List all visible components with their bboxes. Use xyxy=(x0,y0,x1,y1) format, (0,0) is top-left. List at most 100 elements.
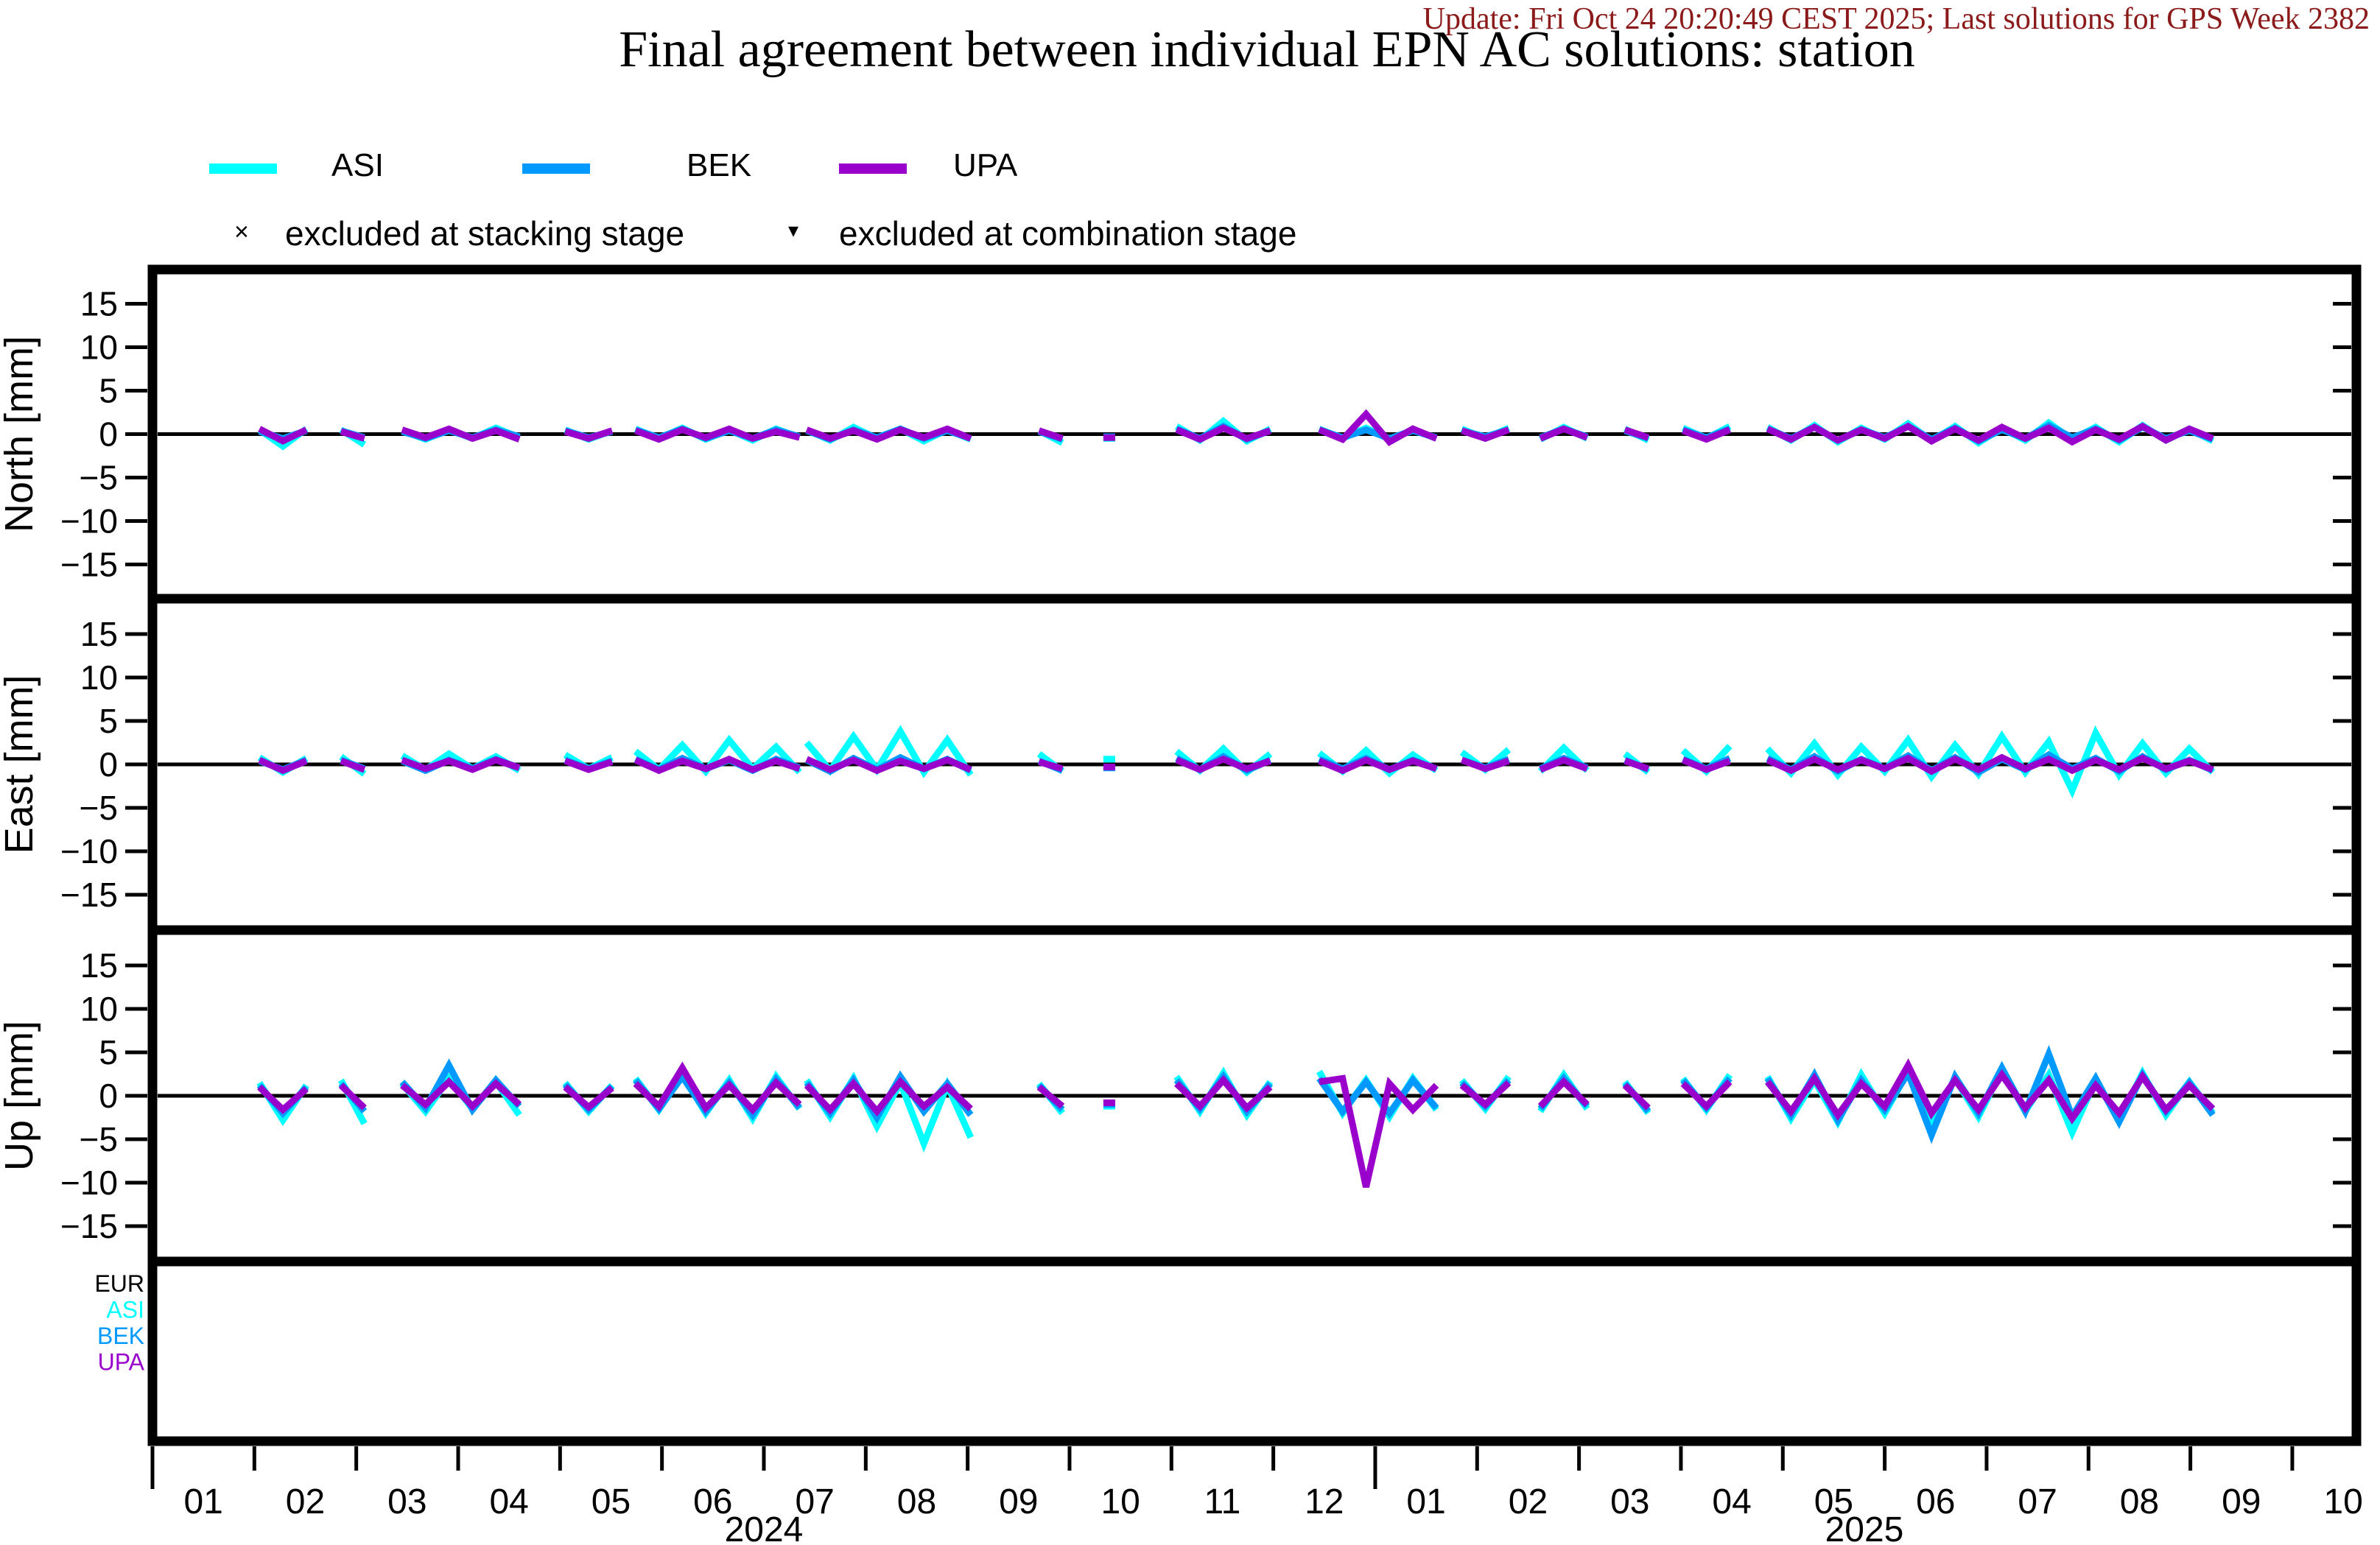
legend-label-upa: UPA xyxy=(953,147,1018,183)
legend-swatch-asi xyxy=(209,163,277,174)
month-label: 10 xyxy=(1101,1482,1140,1521)
month-label: 06 xyxy=(1916,1482,1955,1521)
page-title: Final agreement between individual EPN A… xyxy=(619,21,1915,78)
series-line-upa xyxy=(1766,422,2214,446)
cross-marker-icon: × xyxy=(234,218,249,246)
series-line-upa xyxy=(1318,409,1438,446)
series-line-upa xyxy=(1038,427,1064,442)
month-label: 02 xyxy=(1509,1482,1548,1521)
month-label: 09 xyxy=(999,1482,1038,1521)
legend-label-asi: ASI xyxy=(331,147,384,183)
series-line-upa xyxy=(1539,425,1589,442)
month-label: 08 xyxy=(897,1482,936,1521)
ac-label-bek: BEK xyxy=(97,1323,144,1349)
y-tick-label: −5 xyxy=(80,1120,118,1158)
month-label: 11 xyxy=(1204,1482,1241,1521)
y-tick-label: −15 xyxy=(60,876,118,914)
month-label: 07 xyxy=(795,1482,834,1521)
series-line-upa xyxy=(805,425,972,443)
y-axis-title-up: Up [mm] xyxy=(0,1021,41,1171)
y-tick-label: −10 xyxy=(60,502,118,541)
series-line-upa xyxy=(564,427,614,443)
y-tick-label: −5 xyxy=(80,789,118,827)
series-line-upa xyxy=(1318,756,1438,775)
month-label: 05 xyxy=(592,1482,631,1521)
series-line-upa xyxy=(1537,1077,1590,1109)
y-tick-label: −15 xyxy=(60,1207,118,1245)
series-line-upa xyxy=(401,425,521,443)
y-tick-label: −10 xyxy=(60,832,118,870)
series-line-upa xyxy=(400,1077,522,1111)
series-line-bek xyxy=(1316,1074,1439,1119)
y-tick-label: 15 xyxy=(80,946,118,985)
series-line-upa xyxy=(1319,1074,1439,1188)
series-line-upa xyxy=(1460,756,1510,772)
y-axis-title-north: North [mm] xyxy=(0,336,41,532)
series-line-upa xyxy=(1622,1083,1651,1111)
series-line-upa xyxy=(1623,758,1650,772)
series-line-upa xyxy=(258,426,308,445)
ac-label-asi: ASI xyxy=(106,1297,144,1323)
series-line-upa xyxy=(563,1084,614,1112)
series-line-upa xyxy=(401,756,521,773)
month-label: 02 xyxy=(286,1482,325,1521)
series-line-upa xyxy=(633,1061,802,1115)
month-label: 04 xyxy=(489,1482,528,1521)
y-tick-label: −10 xyxy=(60,1164,118,1202)
month-label: 10 xyxy=(2323,1482,2362,1521)
series-line-upa xyxy=(1766,753,2214,775)
y-tick-label: 15 xyxy=(80,615,118,653)
series-line-upa xyxy=(1680,1079,1733,1111)
year-label: 2024 xyxy=(725,1510,804,1545)
triangle-marker-icon: ▾ xyxy=(788,219,799,242)
year-label: 2025 xyxy=(1825,1510,1904,1545)
y-tick-label: 5 xyxy=(99,702,118,740)
y-tick-label: 10 xyxy=(80,658,118,697)
series-line-upa xyxy=(1174,1074,1273,1113)
series-line-upa xyxy=(1461,426,1510,443)
series-line-upa xyxy=(1623,426,1650,441)
month-label: 03 xyxy=(387,1482,426,1521)
series-line-upa xyxy=(1764,1058,2216,1125)
series-line-upa xyxy=(634,425,801,443)
ac-label-eur: EUR xyxy=(94,1270,144,1297)
series-line-upa xyxy=(1038,759,1064,772)
series-line-upa xyxy=(633,756,801,775)
month-label: 09 xyxy=(2222,1482,2261,1521)
y-tick-label: 0 xyxy=(99,745,118,784)
excluded-stacking-label: excluded at stacking stage xyxy=(285,214,685,253)
legend-swatch-bek xyxy=(522,163,590,174)
month-label: 06 xyxy=(693,1482,732,1521)
series-line-upa xyxy=(564,758,614,773)
series-line-upa xyxy=(1539,756,1589,773)
month-label: 08 xyxy=(2120,1482,2159,1521)
update-note: Update: Fri Oct 24 20:20:49 CEST 2025; L… xyxy=(1422,2,2370,36)
series-line-upa xyxy=(1459,1080,1512,1109)
month-label: 03 xyxy=(1610,1482,1649,1521)
y-tick-label: 10 xyxy=(80,990,118,1028)
series-line-upa xyxy=(1175,424,1271,443)
y-tick-label: −5 xyxy=(80,459,118,497)
series-line-upa xyxy=(258,756,308,775)
y-tick-label: 5 xyxy=(99,372,118,410)
series-line-upa xyxy=(805,756,972,775)
series-line-upa xyxy=(1682,426,1732,443)
panel-frame-ac xyxy=(147,1256,2362,1446)
y-tick-label: 15 xyxy=(80,285,118,323)
month-label: 12 xyxy=(1305,1482,1344,1521)
legend-label-bek: BEK xyxy=(687,147,752,183)
month-label: 07 xyxy=(2018,1482,2057,1521)
y-tick-label: 0 xyxy=(99,415,118,454)
y-axis-title-east: East [mm] xyxy=(0,675,41,854)
series-line-upa xyxy=(340,758,366,773)
series-line-upa xyxy=(257,1084,309,1115)
series-line-upa xyxy=(1036,1084,1065,1109)
series-line-upa xyxy=(338,1083,367,1111)
series-line-upa xyxy=(804,1077,973,1117)
y-tick-label: 5 xyxy=(99,1033,118,1071)
legend-swatch-upa xyxy=(839,163,907,174)
series-line-upa xyxy=(1175,756,1271,773)
y-tick-label: 0 xyxy=(99,1077,118,1115)
